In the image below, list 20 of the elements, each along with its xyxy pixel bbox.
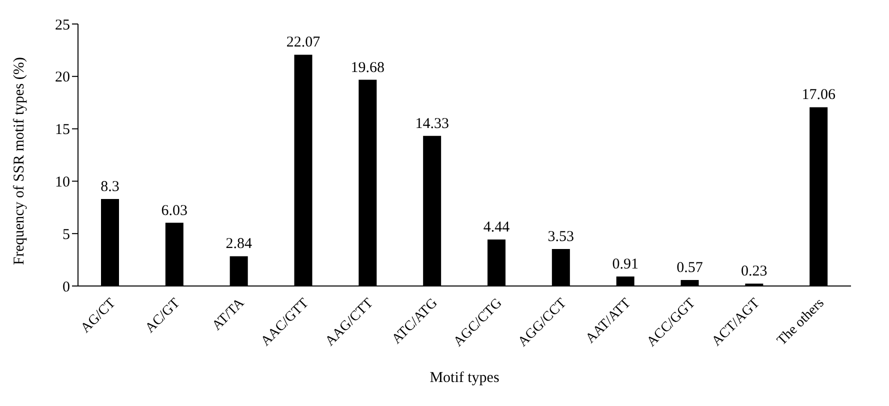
data-label: 0.23 <box>741 264 768 280</box>
y-tick-label: 0 <box>62 279 70 296</box>
data-label: 8.3 <box>100 179 120 196</box>
y-tick-label: 5 <box>62 226 70 243</box>
data-label: 14.33 <box>415 116 449 132</box>
data-label: 17.06 <box>802 87 836 104</box>
y-tick-label: 10 <box>55 174 70 191</box>
data-label: 4.44 <box>483 219 510 236</box>
data-label: 2.84 <box>226 236 252 252</box>
data-label: 19.68 <box>350 60 385 76</box>
data-label: 0.91 <box>612 256 638 272</box>
data-label: 6.03 <box>161 202 188 219</box>
y-tick-label: 15 <box>55 122 70 138</box>
data-label: 22.07 <box>286 34 321 51</box>
y-tick-label: 25 <box>55 17 70 34</box>
data-label: 3.53 <box>548 229 574 246</box>
x-axis-title: Motif types <box>430 370 500 386</box>
data-label: 0.57 <box>676 260 704 276</box>
y-tick-label: 20 <box>55 70 70 86</box>
y-axis-title: Frequency of SSR motif types (%) <box>11 57 28 265</box>
